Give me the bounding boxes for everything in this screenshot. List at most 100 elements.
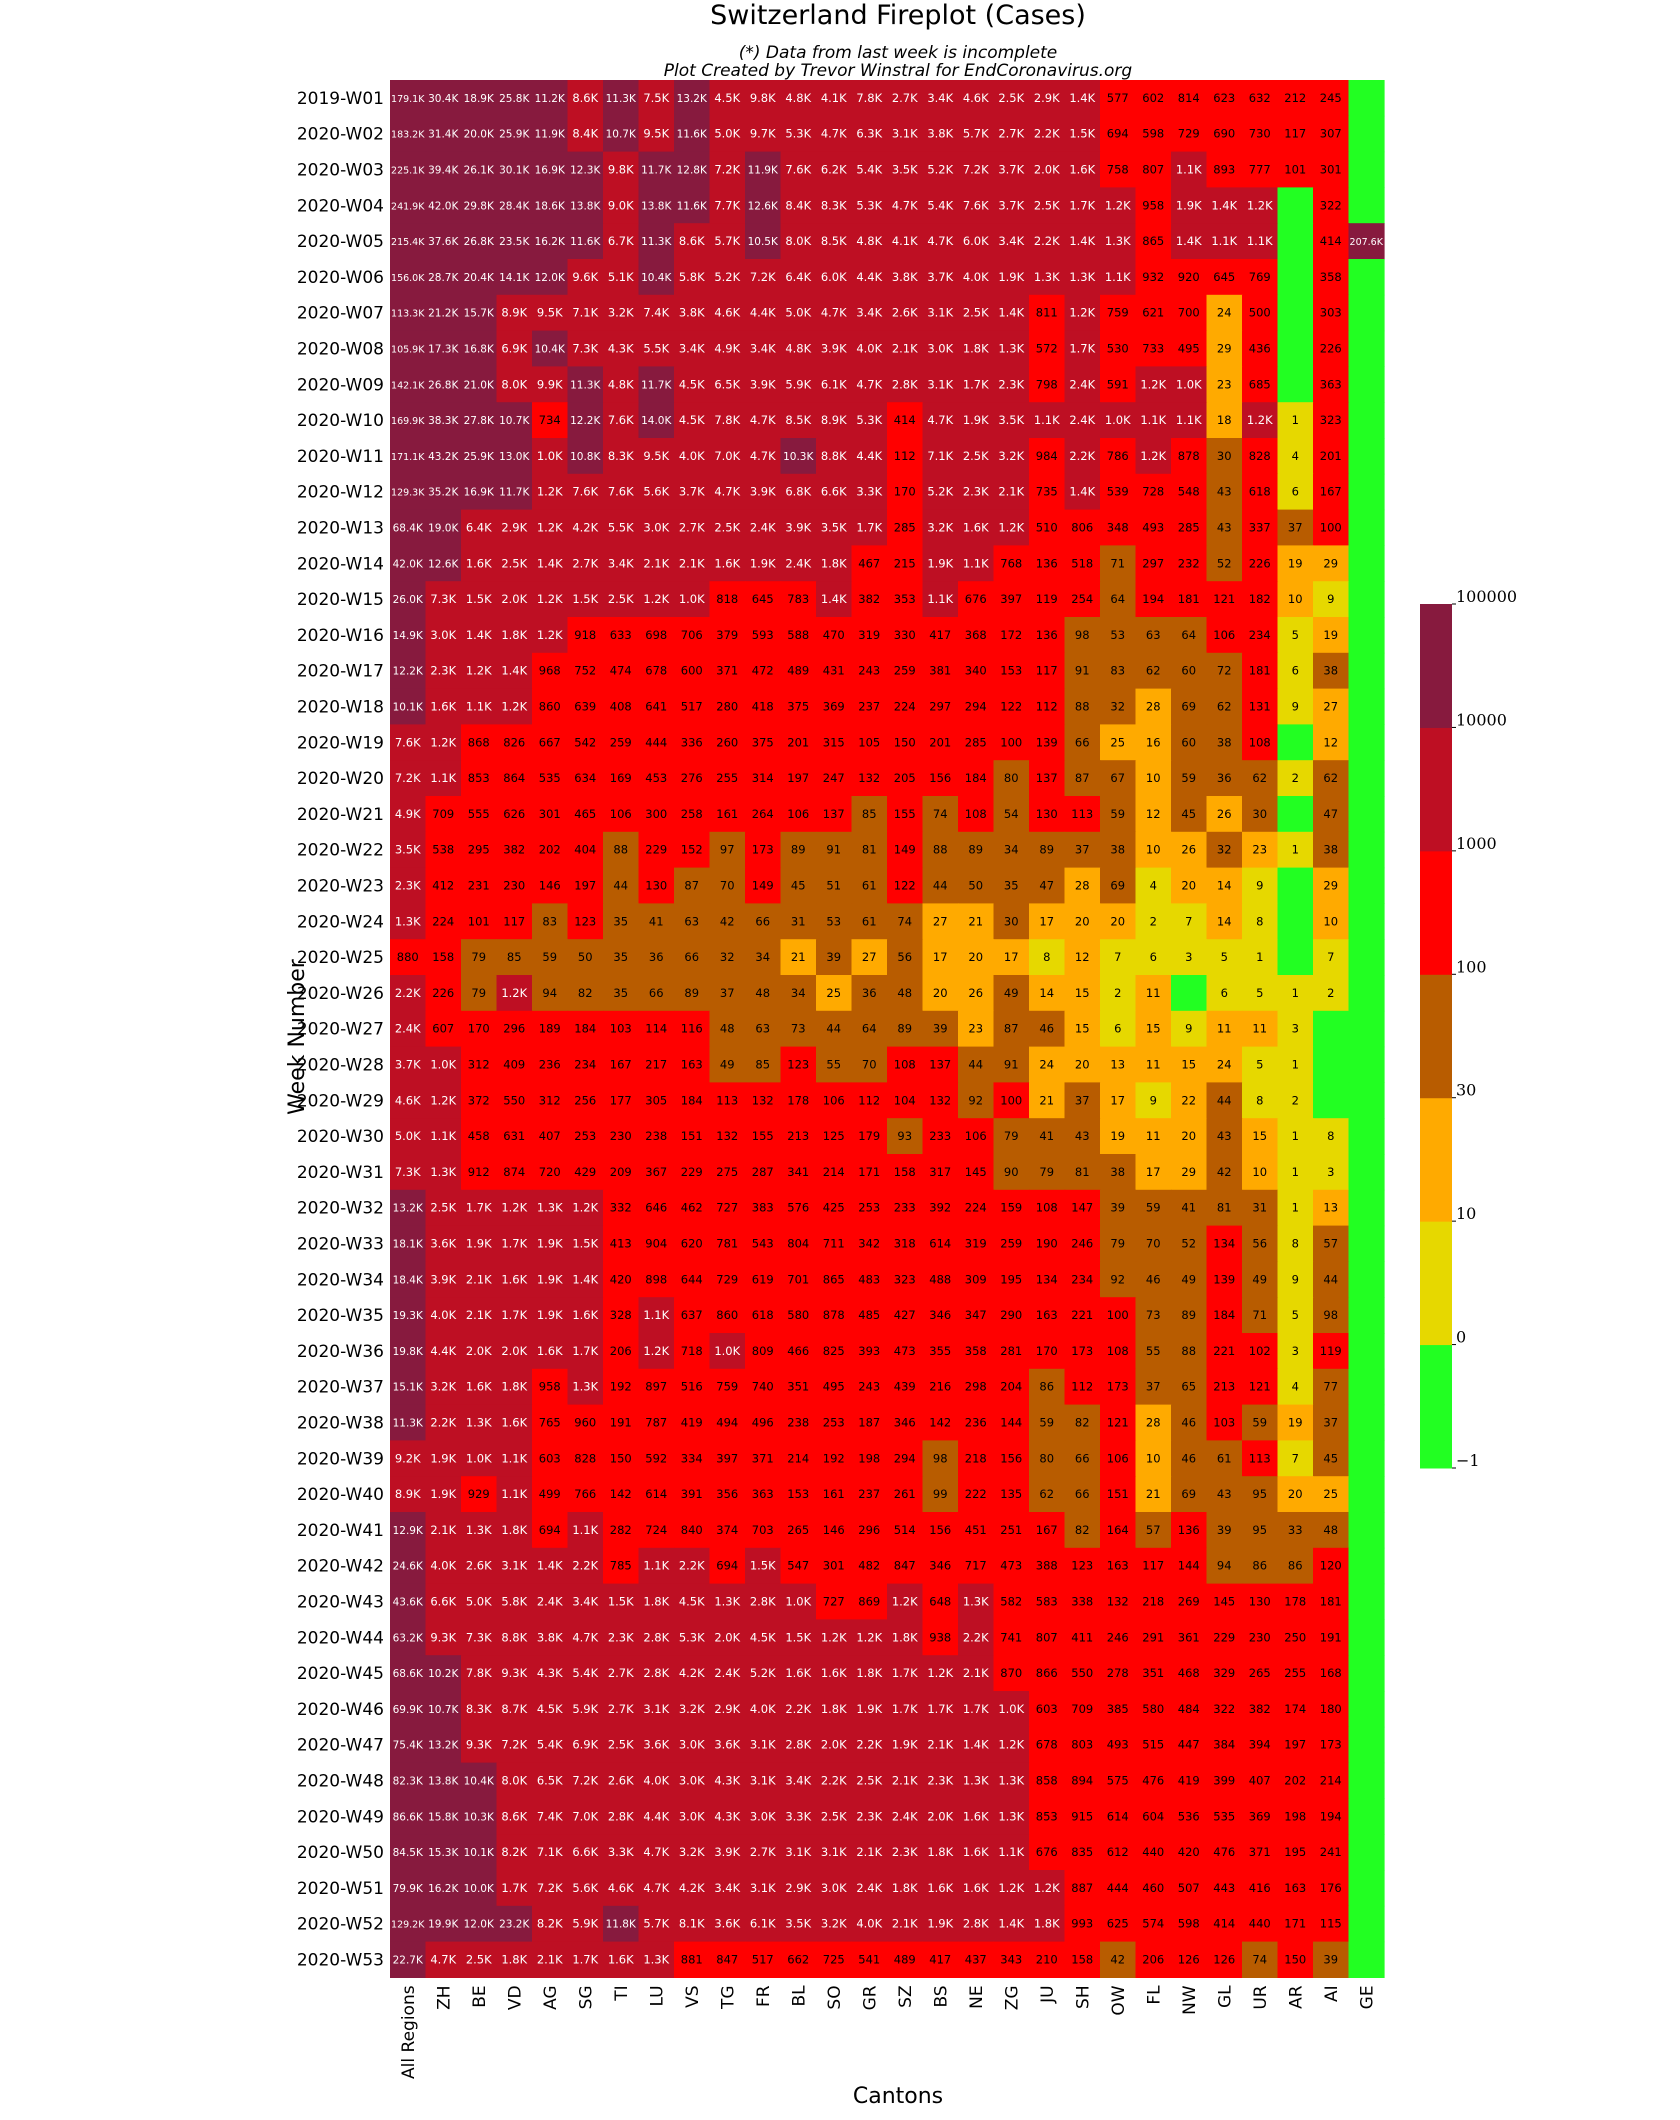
heatmap-cell xyxy=(1242,903,1279,940)
cell-value-label: 121 xyxy=(1213,592,1235,606)
heatmap-cell xyxy=(1100,867,1137,904)
cell-value-label: 644 xyxy=(681,1272,703,1286)
cell-value-label: 9.2K xyxy=(395,1451,421,1465)
cell-value-label: 6.1K xyxy=(750,1917,776,1931)
cell-value-label: 2.2K xyxy=(785,1702,811,1716)
heatmap-cell xyxy=(1029,1333,1066,1370)
heatmap-cell xyxy=(958,688,995,725)
cell-value-label: 265 xyxy=(1249,1666,1271,1680)
heatmap-cell xyxy=(1135,1404,1172,1441)
cell-value-label: 1.2K xyxy=(998,1881,1024,1895)
heatmap-cell xyxy=(780,115,817,153)
heatmap-cell xyxy=(425,1082,462,1119)
heatmap-cell xyxy=(1277,1404,1314,1441)
heatmap-cell xyxy=(851,1082,888,1119)
heatmap-cell xyxy=(745,1189,782,1227)
cell-value-label: 142 xyxy=(610,1487,632,1501)
cell-value-label: 548 xyxy=(1178,485,1200,499)
cell-value-label: 828 xyxy=(574,1451,596,1465)
heatmap-cell xyxy=(922,259,959,296)
cell-value-label: 189 xyxy=(539,1022,561,1036)
cell-value-label: 2.6K xyxy=(892,306,918,320)
cell-value-label: 465 xyxy=(574,807,596,821)
heatmap-cell xyxy=(567,1404,604,1441)
cell-value-label: 2.1K xyxy=(892,1917,918,1931)
heatmap-cell xyxy=(603,617,640,654)
cell-value-label: 932 xyxy=(1142,270,1164,284)
cell-value-label: 181 xyxy=(1320,1595,1342,1609)
heatmap-cell xyxy=(638,1512,675,1549)
heatmap-cell xyxy=(603,831,640,869)
heatmap-cell xyxy=(851,330,888,367)
heatmap-cell xyxy=(1171,1118,1208,1155)
cell-value-label: 130 xyxy=(645,879,667,893)
cell-value-label: 3.7K xyxy=(679,485,705,499)
cell-value-label: 97 xyxy=(720,843,735,857)
cell-value-label: 33 xyxy=(1288,1523,1303,1537)
cell-value-label: 4.1K xyxy=(821,91,847,105)
cell-value-label: 1.2K xyxy=(998,1738,1024,1752)
cell-value-label: 530 xyxy=(1107,342,1129,356)
cell-value-label: 2.5K xyxy=(856,1774,882,1788)
cell-value-label: 12.0K xyxy=(464,1919,495,1931)
cell-value-label: 171.1K xyxy=(391,452,425,463)
heatmap-cell xyxy=(390,438,427,475)
cell-value-label: 591 xyxy=(1107,377,1129,391)
cell-value-label: 171 xyxy=(858,1165,880,1179)
cell-value-label: 2.7K xyxy=(572,556,598,570)
cell-value-label: 3.3K xyxy=(785,1809,811,1823)
heatmap-cell xyxy=(567,115,604,153)
heatmap-cell xyxy=(958,545,995,582)
heatmap-cell xyxy=(1348,1189,1385,1227)
cell-value-label: 106 xyxy=(1213,628,1235,642)
cell-value-label: 1.2K xyxy=(466,664,492,678)
cell-value-label: 828 xyxy=(1249,449,1271,463)
cell-value-label: 145 xyxy=(965,1165,987,1179)
cell-value-label: 6.6K xyxy=(572,1845,598,1859)
heatmap-cell xyxy=(603,796,640,833)
heatmap-cell xyxy=(1135,975,1172,1012)
heatmap-cell xyxy=(922,294,959,332)
cell-value-label: 10.7K xyxy=(499,415,530,427)
cell-value-label: 11.9K xyxy=(748,165,779,177)
cell-value-label: 171 xyxy=(1284,1917,1306,1931)
cell-value-label: 269 xyxy=(1178,1595,1200,1609)
heatmap-cell xyxy=(1348,294,1385,332)
cell-value-label: 1.1K xyxy=(998,1845,1024,1859)
heatmap-cell xyxy=(922,831,959,869)
cell-value-label: 23.5K xyxy=(499,236,530,248)
cell-value-label: 4.5K xyxy=(537,1702,563,1716)
cell-value-label: 676 xyxy=(1036,1845,1058,1859)
heatmap-cell xyxy=(887,1082,924,1119)
cell-value-label: 6 xyxy=(1114,1022,1121,1036)
heatmap-cell xyxy=(958,724,995,761)
x-tick-label: TI xyxy=(612,1985,632,2001)
cell-value-label: 27.8K xyxy=(464,415,495,427)
cell-value-label: 134 xyxy=(1213,1237,1235,1251)
cell-value-label: 7.8K xyxy=(714,413,740,427)
cell-value-label: 337 xyxy=(1249,521,1271,535)
heatmap-cell xyxy=(816,1118,853,1155)
cell-value-label: 371 xyxy=(716,664,738,678)
heatmap-cell xyxy=(1171,509,1208,546)
heatmap-cell xyxy=(532,1118,569,1155)
cell-value-label: 259 xyxy=(894,664,916,678)
heatmap-cell xyxy=(745,1440,782,1477)
cell-value-label: 2.3K xyxy=(395,879,421,893)
heatmap-cell xyxy=(745,330,782,367)
heatmap-cell xyxy=(390,903,427,940)
cell-value-label: 592 xyxy=(645,1451,667,1465)
cell-value-label: 14 xyxy=(1039,986,1054,1000)
cell-value-label: 13.2K xyxy=(677,93,708,105)
heatmap-cell xyxy=(1348,1619,1385,1656)
cell-value-label: 31 xyxy=(1252,1201,1267,1215)
heatmap-cell xyxy=(1277,867,1314,904)
heatmap-cell xyxy=(1100,724,1137,761)
heatmap-cell xyxy=(851,545,888,582)
cell-value-label: 4.8K xyxy=(785,342,811,356)
heatmap-cell xyxy=(532,1189,569,1227)
cell-value-label: 555 xyxy=(468,807,490,821)
x-tick-label: NW xyxy=(1180,1985,1200,2015)
heatmap-cell xyxy=(603,1512,640,1549)
heatmap-cell xyxy=(1064,1333,1101,1370)
